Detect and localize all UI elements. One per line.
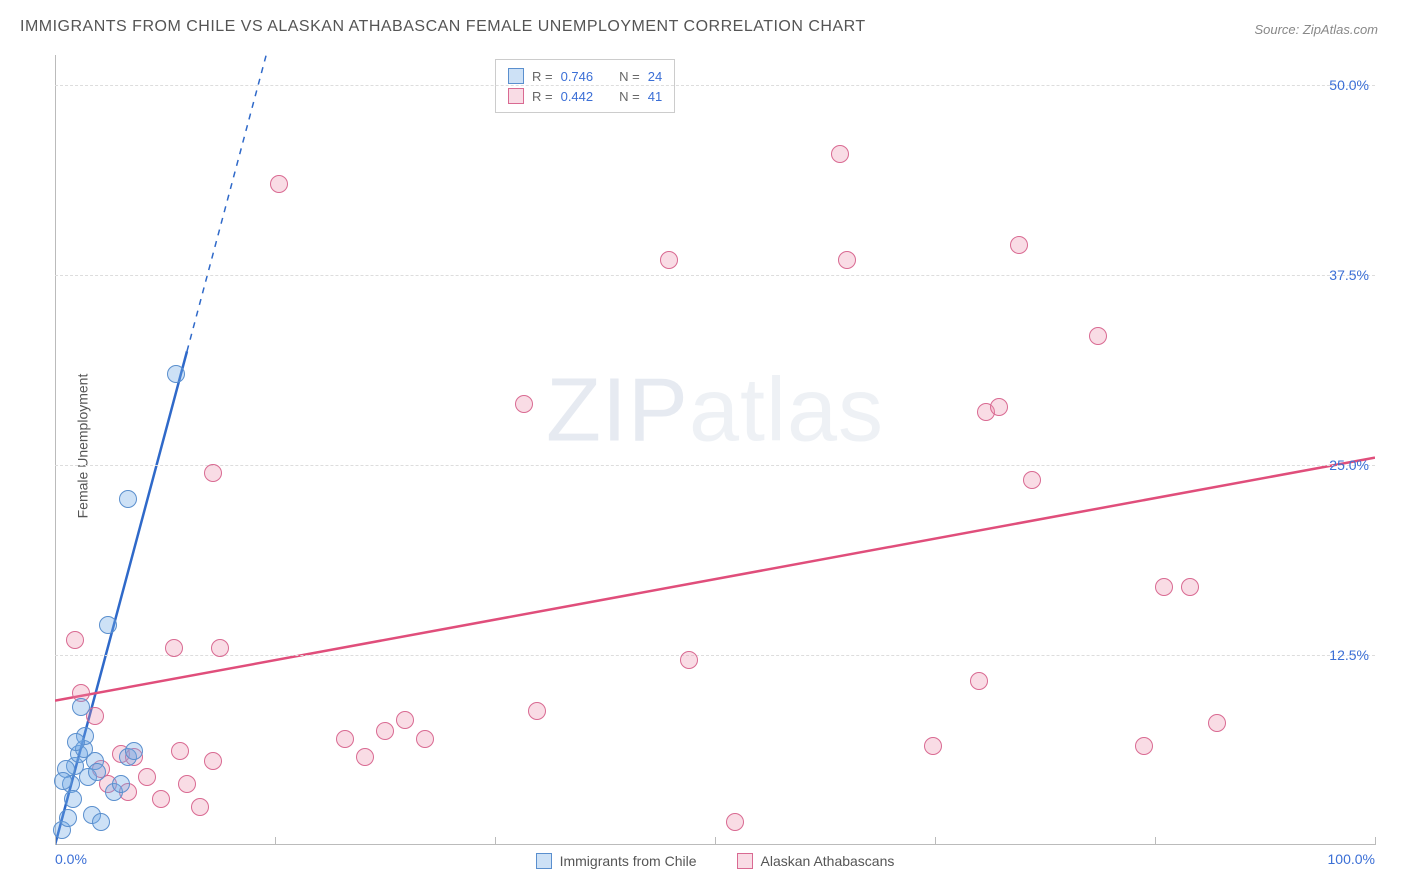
athabascan-marker [178,775,196,793]
n-value: 24 [648,69,662,84]
athabascan-marker [924,737,942,755]
legend-swatch [536,853,552,869]
r-value: 0.442 [561,89,594,104]
athabascan-marker [990,398,1008,416]
source-label: Source: ZipAtlas.com [1254,22,1378,37]
athabascan-marker [831,145,849,163]
athabascan-marker [1208,714,1226,732]
athabascan-marker [1155,578,1173,596]
gridline [55,275,1375,276]
chile-marker [67,733,85,751]
athabascan-marker [680,651,698,669]
athabascan-marker [660,251,678,269]
trendline-dashed [187,55,266,351]
r-label: R = [532,69,553,84]
chile-marker [88,763,106,781]
y-axis-line [55,55,56,845]
athabascan-marker [152,790,170,808]
athabascan-marker [211,639,229,657]
x-tick-mark [935,837,936,845]
trendlines-layer [55,55,1375,845]
series-legend-label: Alaskan Athabascans [761,853,895,869]
n-label: N = [619,69,640,84]
gridline [55,655,1375,656]
athabascan-marker [138,768,156,786]
athabascan-marker [416,730,434,748]
r-label: R = [532,89,553,104]
athabascan-marker [165,639,183,657]
athabascan-marker [66,631,84,649]
series-legend-item: Alaskan Athabascans [737,853,895,869]
athabascan-marker [356,748,374,766]
chile-marker [59,809,77,827]
correlation-legend-row: R = 0.442 N = 41 [508,86,662,106]
athabascan-marker [838,251,856,269]
legend-swatch [737,853,753,869]
chile-marker [167,365,185,383]
y-tick-label: 12.5% [1329,647,1369,663]
chile-marker [72,698,90,716]
series-legend-item: Immigrants from Chile [536,853,697,869]
series-legend-label: Immigrants from Chile [560,853,697,869]
athabascan-marker [1023,471,1041,489]
y-tick-label: 25.0% [1329,457,1369,473]
athabascan-marker [376,722,394,740]
chile-marker [119,490,137,508]
athabascan-marker [171,742,189,760]
athabascan-marker [528,702,546,720]
x-tick-mark [1155,837,1156,845]
athabascan-marker [726,813,744,831]
athabascan-marker [1089,327,1107,345]
chart-title: IMMIGRANTS FROM CHILE VS ALASKAN ATHABAS… [20,18,866,36]
gridline [55,85,1375,86]
athabascan-marker [336,730,354,748]
correlation-legend-row: R = 0.746 N = 24 [508,66,662,86]
athabascan-marker [204,464,222,482]
athabascan-marker [270,175,288,193]
x-tick-mark [715,837,716,845]
chile-marker [112,775,130,793]
trendline [55,458,1375,701]
n-label: N = [619,89,640,104]
r-value: 0.746 [561,69,594,84]
x-tick-mark [275,837,276,845]
x-tick-mark [1375,837,1376,845]
x-tick-mark [495,837,496,845]
athabascan-marker [970,672,988,690]
gridline [55,465,1375,466]
legend-swatch [508,88,524,104]
watermark: ZIPatlas [546,359,884,462]
scatter-plot: ZIPatlas R =0.746N =24R =0.442N =41 0.0%… [55,55,1375,845]
athabascan-marker [515,395,533,413]
athabascan-marker [1181,578,1199,596]
y-tick-label: 37.5% [1329,267,1369,283]
chile-marker [92,813,110,831]
athabascan-marker [1010,236,1028,254]
chile-marker [54,772,72,790]
chile-marker [64,790,82,808]
chile-marker [99,616,117,634]
chile-marker [125,742,143,760]
x-tick-mark [55,837,56,845]
athabascan-marker [191,798,209,816]
series-legend: Immigrants from Chile Alaskan Athabascans [55,853,1375,869]
n-value: 41 [648,89,662,104]
legend-swatch [508,68,524,84]
athabascan-marker [1135,737,1153,755]
athabascan-marker [396,711,414,729]
athabascan-marker [204,752,222,770]
y-tick-label: 50.0% [1329,77,1369,93]
